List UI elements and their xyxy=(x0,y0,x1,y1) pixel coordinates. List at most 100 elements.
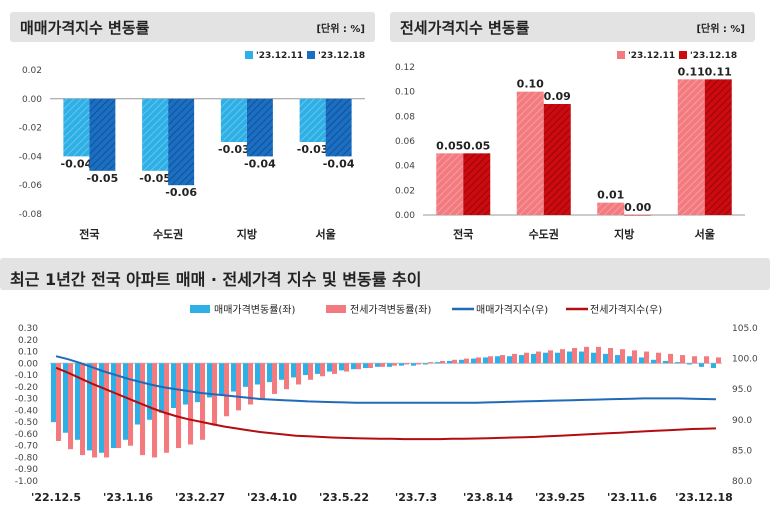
sale-change-panel: 매매가격지수 변동률 [단위 : %] '23.12.11 '23.12.18 0.… xyxy=(0,0,385,250)
category-label: 지방 xyxy=(614,227,634,241)
bar-sale-change xyxy=(566,351,572,364)
legend-swatch-0 xyxy=(190,305,210,313)
bar-sale-change xyxy=(638,357,644,364)
bar-sale-change xyxy=(314,363,320,374)
sale-change-chart: '23.12.11'23.12.180.020.00-0.02-0.04-0.0… xyxy=(19,51,365,241)
sale-change-header: 매매가격지수 변동률 [단위 : %] xyxy=(10,12,375,42)
legend-swatch-1 xyxy=(679,51,687,59)
bar-sale-change xyxy=(482,357,488,364)
data-label: 0.10 xyxy=(517,78,544,91)
bar-1 xyxy=(89,98,116,171)
y-tick-label: -0.02 xyxy=(19,124,42,134)
bar-0 xyxy=(516,91,544,215)
bar-jeonse-change xyxy=(236,363,242,411)
y-tick-label: 0.10 xyxy=(395,88,415,98)
bar-jeonse-change xyxy=(704,356,710,364)
bar-sale-change xyxy=(470,358,476,364)
jeonse-change-chart: '23.12.11 '23.12.18 0.12 0.10 0.08 0.06 0.04 0.… xyxy=(395,51,745,241)
legend-label-3: 전세가격지수(우) xyxy=(590,303,662,316)
bar-sale-change xyxy=(242,363,248,387)
bar-sale-change xyxy=(206,363,212,398)
legend-label-1: 전세가격변동률(좌) xyxy=(350,303,432,316)
bar-sale-change xyxy=(398,363,404,366)
bar-jeonse-change xyxy=(164,363,170,453)
legend-label-0: '23.12.11 xyxy=(628,51,675,61)
bar-jeonse-change xyxy=(464,358,470,364)
bar-jeonse-change xyxy=(500,355,506,364)
y-right-tick-label: 85.0 xyxy=(732,446,752,456)
bar-sale-change xyxy=(530,353,536,364)
bar-sale-change xyxy=(110,363,116,449)
bar-sale-change xyxy=(542,352,548,364)
bar-sale-change xyxy=(650,359,656,364)
y-left-tick-label: -0.60 xyxy=(15,430,39,440)
bar-sale-change xyxy=(266,363,272,383)
bar-jeonse-change xyxy=(692,356,698,364)
bar-jeonse-change xyxy=(560,349,566,364)
data-label: 0.00 xyxy=(624,201,651,214)
bar-jeonse-change xyxy=(188,363,194,445)
bar-jeonse-change xyxy=(140,363,146,456)
y-right-tick-label: 100.0 xyxy=(732,355,758,365)
bar-0 xyxy=(142,98,169,171)
y-right-tick-label: 105.0 xyxy=(732,324,758,334)
jeonse-change-unit: [단위 : %] xyxy=(696,24,745,35)
bar-sale-change xyxy=(62,363,68,433)
bar-jeonse-change xyxy=(584,346,590,364)
y-left-tick-label: -0.40 xyxy=(15,406,39,416)
bar-jeonse-change xyxy=(80,363,86,456)
y-right-tick-label: 95.0 xyxy=(732,385,752,395)
y-tick-label: -0.06 xyxy=(19,181,43,191)
category-label: 전국 xyxy=(453,227,473,241)
bar-1 xyxy=(325,98,352,157)
bar-jeonse-change xyxy=(308,363,314,380)
bar-jeonse-change xyxy=(404,363,410,365)
y-left-tick-label: -0.70 xyxy=(15,442,39,452)
bar-sale-change xyxy=(602,353,608,364)
bar-0 xyxy=(436,153,464,215)
bar-sale-change xyxy=(86,363,92,451)
data-label: 0.11 xyxy=(705,65,732,78)
bar-sale-change xyxy=(674,362,680,364)
bar-sale-change xyxy=(194,363,200,403)
bar-1 xyxy=(463,153,491,215)
bar-sale-change xyxy=(158,363,164,413)
bar-1 xyxy=(246,98,273,157)
legend-swatch-0 xyxy=(617,51,625,59)
bar-jeonse-change xyxy=(476,357,482,364)
bar-jeonse-change xyxy=(380,363,386,367)
y-left-tick-label: -1.00 xyxy=(15,477,39,487)
bar-sale-change xyxy=(278,363,284,380)
x-tick-label: '23.11.6 xyxy=(607,491,657,504)
bar-sale-change xyxy=(590,352,596,364)
legend-label-1: '23.12.18 xyxy=(690,51,737,61)
bar-jeonse-change xyxy=(356,363,362,370)
y-left-tick-label: -0.50 xyxy=(15,418,39,428)
bar-jeonse-change xyxy=(176,363,182,449)
y-right-tick-label: 90.0 xyxy=(732,416,752,426)
trend-title: 최근 1년간 전국 아파트 매매 · 전세가격 지수 및 변동률 추이 xyxy=(10,270,422,289)
legend-swatch-1 xyxy=(307,51,315,59)
category-label: 서울 xyxy=(695,227,715,241)
bar-jeonse-change xyxy=(656,352,662,364)
bar-sale-change xyxy=(146,363,152,420)
bar-jeonse-change xyxy=(524,352,530,364)
bar-jeonse-change xyxy=(716,357,722,364)
legend-label-1: '23.12.18 xyxy=(318,51,365,61)
data-label: -0.05 xyxy=(139,172,171,185)
bar-jeonse-change xyxy=(320,363,326,377)
bar-jeonse-change xyxy=(488,356,494,364)
y-tick-label: 0.12 xyxy=(395,63,415,73)
y-left-tick-label: -0.10 xyxy=(15,371,39,381)
x-tick-label: '23.7.3 xyxy=(395,491,437,504)
bar-sale-change xyxy=(386,363,392,367)
bar-jeonse-change xyxy=(644,351,650,364)
y-left-tick-label: 0.00 xyxy=(18,359,38,369)
bar-sale-change xyxy=(554,352,560,364)
bar-sale-change xyxy=(614,355,620,364)
y-tick-label: 0.00 xyxy=(395,211,415,221)
sale-change-unit: [단위 : %] xyxy=(316,24,365,35)
y-left-tick-label: 0.10 xyxy=(18,348,38,358)
bar-0 xyxy=(63,98,90,157)
data-label: 0.05 xyxy=(436,139,463,152)
